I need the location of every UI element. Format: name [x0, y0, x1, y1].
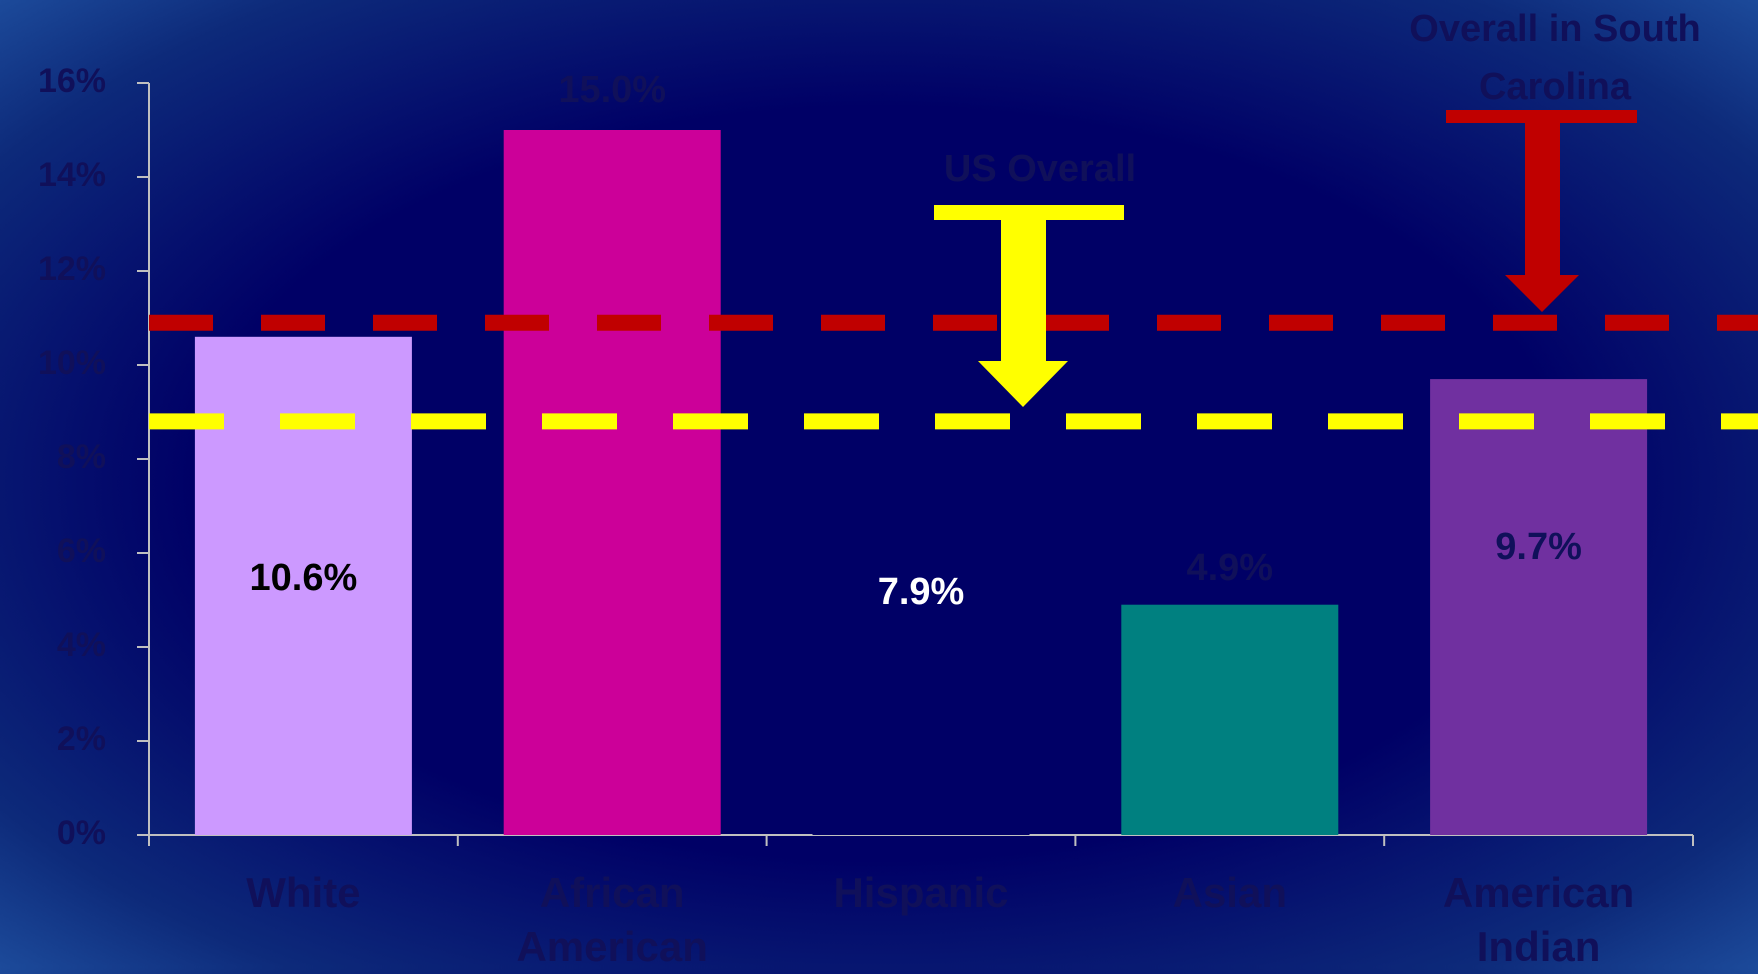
x-tick-label: Asian: [1172, 869, 1287, 916]
arrow: [934, 205, 1124, 220]
value-label: 15.0%: [558, 69, 666, 111]
y-tick-label: 0%: [57, 814, 106, 852]
y-tick-label: 2%: [57, 720, 106, 758]
bar: [812, 463, 1030, 835]
y-tick-label: 14%: [38, 156, 106, 194]
y-tick-label: 12%: [38, 250, 106, 288]
y-tick-label: 16%: [38, 62, 106, 100]
value-label: 9.7%: [1495, 526, 1582, 568]
x-tick-label: White: [246, 869, 361, 916]
value-label: 7.9%: [878, 571, 965, 613]
y-tick-label: 8%: [57, 438, 106, 476]
bar: [1121, 604, 1339, 835]
y-tick-label: 6%: [57, 532, 106, 570]
x-tick-label: African American: [516, 869, 708, 970]
y-tick-label: 4%: [57, 626, 106, 664]
arrow: [1525, 123, 1560, 275]
arrow: [1446, 110, 1637, 123]
arrow: [978, 361, 1068, 407]
reference-label: Overall in South Carolina: [1409, 8, 1701, 108]
x-tick-label: Hispanic: [833, 869, 1009, 916]
arrow: [1505, 275, 1579, 312]
bar: [503, 130, 721, 835]
y-tick-label: 10%: [38, 344, 106, 382]
arrow: [1001, 220, 1046, 361]
value-label: 4.9%: [1186, 547, 1273, 589]
reference-label: US Overall: [943, 148, 1137, 190]
x-tick-label: American Indian: [1442, 869, 1635, 970]
value-label: 10.6%: [250, 557, 358, 599]
bar: [1430, 379, 1648, 835]
